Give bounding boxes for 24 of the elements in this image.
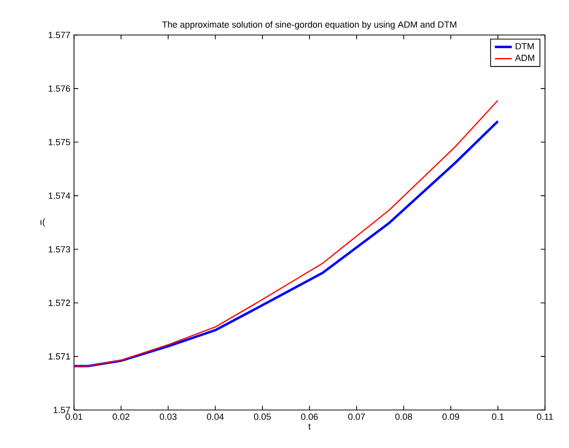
x-tick-label: 0.06 <box>301 414 318 420</box>
y-tick-label: 1.577 <box>48 32 70 38</box>
x-axis-title: t <box>308 424 311 430</box>
y-tick-label: 1.57 <box>54 406 70 414</box>
x-tick-label: 0.1 <box>492 414 504 420</box>
legend-label: ADM <box>515 54 534 61</box>
y-axis-title: ı( <box>40 218 46 227</box>
chart-title: The approximate solution of sine-gordon equation by using ADM and DTM <box>162 21 456 30</box>
y-tick-label: 1.575 <box>48 139 70 146</box>
x-tick-label: 0.07 <box>348 414 365 420</box>
x-tick-label: 0.08 <box>395 414 412 420</box>
y-tick-label: 1.574 <box>48 192 70 199</box>
y-tick-label: 1.576 <box>48 85 70 92</box>
legend-label: DTM <box>516 43 534 50</box>
x-tick-label: 0.03 <box>160 414 177 420</box>
x-tick-label: 0.01 <box>66 414 82 420</box>
x-tick-label: 0.11 <box>536 414 553 420</box>
x-tick-label: 0.04 <box>206 414 224 420</box>
y-tick-label: 1.573 <box>48 246 70 252</box>
x-tick-label: 0.02 <box>112 414 130 420</box>
y-tick-label: 1.572 <box>48 300 70 306</box>
x-tick-label: 0.09 <box>442 414 460 420</box>
x-tick-label: 0.05 <box>254 414 271 420</box>
y-tick-label: 1.571 <box>48 353 70 360</box>
